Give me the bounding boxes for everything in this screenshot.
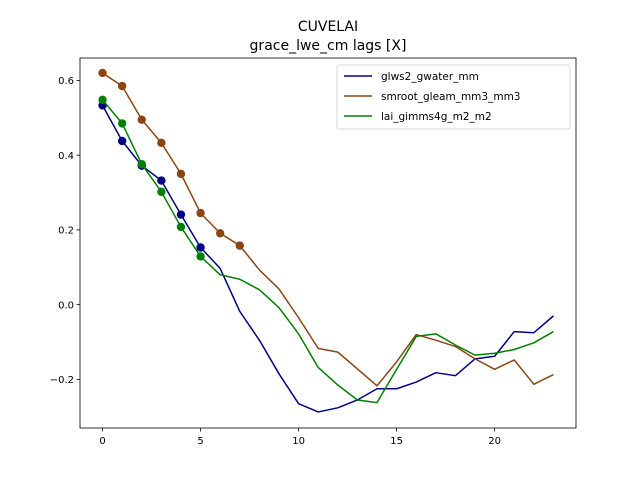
series-line-3 (101, 99, 554, 404)
y-tick-label: 0.2 (58, 226, 74, 237)
data-point (98, 95, 107, 105)
legend-label-2: smroot_gleam_mm3_mm3 (381, 91, 520, 103)
data-point (117, 136, 127, 146)
x-tick-label: 20 (488, 436, 501, 447)
legend: glws2_gwater_mm smroot_gleam_mm3_mm3 lai_g… (336, 64, 571, 130)
data-point (235, 241, 244, 250)
axes-frame (79, 57, 577, 429)
data-point (176, 169, 186, 179)
data-point (196, 243, 205, 252)
data-point (157, 187, 166, 196)
x-tick-label: 5 (197, 436, 203, 447)
ticks-layer: 0 5 10 15 20 −0.2 0.0 0.2 0.4 0.6 (50, 76, 501, 447)
data-point (196, 208, 205, 218)
data-point (137, 159, 146, 169)
data-point (137, 115, 146, 124)
data-point (196, 252, 205, 261)
series-layer (98, 68, 554, 413)
series-line-1 (101, 105, 554, 413)
data-point (117, 81, 127, 91)
chart-title: CUVELAI (298, 19, 358, 35)
x-tick-label: 10 (292, 436, 305, 447)
data-point (157, 138, 166, 148)
y-tick-label: 0.6 (58, 76, 74, 87)
legend-label-3: lai_gimms4g_m2_m2 (381, 111, 492, 123)
x-tick-label: 15 (390, 436, 403, 447)
data-point (176, 210, 186, 219)
data-point (98, 68, 107, 78)
x-tick-label: 0 (99, 436, 105, 447)
legend-label-1: glws2_gwater_mm (381, 71, 479, 83)
y-tick-label: 0.4 (58, 151, 74, 162)
series-line-2 (102, 72, 554, 387)
data-point (117, 119, 127, 128)
chart-subtitle: grace_lwe_cm lags [X] (250, 38, 407, 54)
y-tick-label: 0.0 (58, 300, 74, 311)
legend-box (336, 64, 571, 130)
data-point (176, 222, 186, 232)
data-point (215, 229, 225, 238)
y-tick-label: −0.2 (50, 375, 74, 386)
data-point (157, 176, 166, 185)
